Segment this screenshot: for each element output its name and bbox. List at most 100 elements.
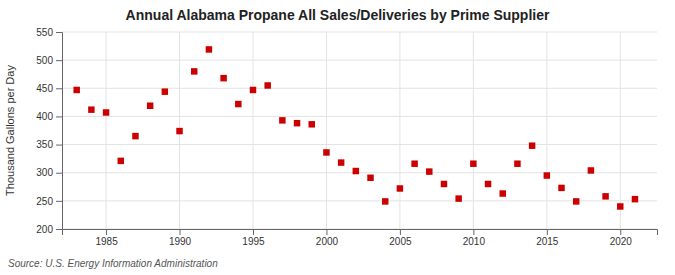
point bbox=[353, 168, 359, 174]
points bbox=[73, 46, 638, 210]
x-grid-line bbox=[326, 32, 327, 229]
grid bbox=[62, 32, 657, 229]
x-tick-mark bbox=[547, 229, 548, 235]
point bbox=[544, 172, 550, 178]
y-tick: 500 bbox=[36, 55, 62, 66]
x-grid-line bbox=[620, 32, 621, 229]
chart: 1985 1990 1995 2000 2005 2010 2015 2020 200 250 30… bbox=[0, 0, 675, 275]
y-grid-line bbox=[62, 172, 657, 173]
x-tick: 1990 bbox=[169, 229, 192, 247]
y-tick: 200 bbox=[36, 224, 62, 235]
plot: 1985 1990 1995 2000 2005 2010 2015 2020 200 250 30… bbox=[36, 27, 657, 247]
y-tick-label: 350 bbox=[36, 139, 53, 150]
y-tick-label: 200 bbox=[36, 224, 53, 235]
point bbox=[118, 158, 124, 164]
y-tick: 350 bbox=[36, 139, 62, 150]
point bbox=[294, 120, 300, 126]
point bbox=[617, 203, 623, 209]
x-tick-mark bbox=[400, 229, 401, 235]
point bbox=[382, 198, 388, 204]
y-axis-line bbox=[56, 33, 63, 230]
point bbox=[264, 82, 270, 88]
x-grid-line bbox=[106, 32, 107, 229]
y-tick-mark bbox=[56, 173, 62, 174]
point bbox=[191, 68, 197, 74]
point bbox=[103, 109, 109, 115]
point bbox=[411, 160, 417, 166]
x-tick: 1995 bbox=[242, 229, 265, 247]
y-axis-label: Thousand Gallons per Day bbox=[4, 65, 16, 196]
point bbox=[514, 160, 520, 166]
point bbox=[162, 88, 168, 94]
x-tick-label: 2015 bbox=[536, 236, 559, 247]
x-tick: 2020 bbox=[610, 229, 633, 247]
point bbox=[529, 142, 535, 148]
x-tick-label: 2010 bbox=[463, 236, 486, 247]
x-tick-label: 2020 bbox=[610, 236, 633, 247]
source-note: Source: U.S. Energy Information Administ… bbox=[8, 258, 218, 269]
point bbox=[279, 117, 285, 123]
y-tick: 300 bbox=[36, 167, 62, 178]
point bbox=[147, 102, 153, 108]
y-tick-mark bbox=[56, 201, 62, 202]
x-tick-label: 1995 bbox=[242, 236, 265, 247]
y-tick-label: 250 bbox=[36, 196, 53, 207]
y-tick-label: 300 bbox=[36, 167, 53, 178]
point bbox=[176, 128, 182, 134]
y-grid-line bbox=[62, 60, 657, 61]
x-tick-mark bbox=[180, 229, 181, 235]
x-tick-mark bbox=[106, 229, 107, 235]
y-tick-mark bbox=[56, 88, 62, 89]
point bbox=[220, 75, 226, 81]
x-tick-label: 2005 bbox=[389, 236, 412, 247]
point bbox=[470, 160, 476, 166]
y-tick-mark bbox=[56, 60, 62, 61]
x-tick-label: 2000 bbox=[316, 236, 339, 247]
y-tick: 400 bbox=[36, 111, 62, 122]
x-tick: 2000 bbox=[316, 229, 339, 247]
y-grid-line bbox=[62, 88, 657, 89]
point bbox=[250, 87, 256, 93]
x-grid-line bbox=[252, 32, 253, 229]
point bbox=[573, 198, 579, 204]
point bbox=[323, 149, 329, 155]
point bbox=[132, 133, 138, 139]
y-tick-label: 550 bbox=[36, 27, 53, 38]
y-tick-mark bbox=[56, 229, 62, 230]
y-tick-mark bbox=[56, 145, 62, 146]
x-tick: 2010 bbox=[463, 229, 486, 247]
y-grid-line bbox=[62, 144, 657, 145]
point bbox=[426, 168, 432, 174]
point bbox=[235, 101, 241, 107]
y-tick-mark bbox=[56, 32, 62, 33]
y-tick-label: 400 bbox=[36, 111, 53, 122]
point bbox=[88, 106, 94, 112]
x-grid-line bbox=[546, 32, 547, 229]
point bbox=[455, 195, 461, 201]
x-tick: 1985 bbox=[95, 229, 118, 247]
y-grid-line bbox=[62, 116, 657, 117]
x-tick-label: 1990 bbox=[169, 236, 192, 247]
y-tick-mark bbox=[56, 116, 62, 117]
x-tick: 2015 bbox=[536, 229, 559, 247]
x-grid-line bbox=[473, 32, 474, 229]
x-tick-mark bbox=[326, 229, 327, 235]
point bbox=[632, 196, 638, 202]
y-axis: 200 250 300 350 400 450 500 550 bbox=[36, 27, 62, 235]
point bbox=[441, 181, 447, 187]
x-tick: 2005 bbox=[389, 229, 412, 247]
x-grid-line bbox=[399, 32, 400, 229]
y-tick-label: 450 bbox=[36, 83, 53, 94]
point bbox=[602, 193, 608, 199]
title: Annual Alabama Propane All Sales/Deliver… bbox=[126, 7, 550, 23]
y-tick-label: 500 bbox=[36, 55, 53, 66]
point bbox=[485, 181, 491, 187]
point bbox=[500, 190, 506, 196]
x-tick-mark bbox=[620, 229, 621, 235]
y-grid-line bbox=[62, 32, 657, 33]
y-tick: 550 bbox=[36, 27, 62, 38]
x-tick-label: 1985 bbox=[95, 236, 118, 247]
point bbox=[367, 175, 373, 181]
point bbox=[206, 46, 212, 52]
point bbox=[338, 159, 344, 165]
